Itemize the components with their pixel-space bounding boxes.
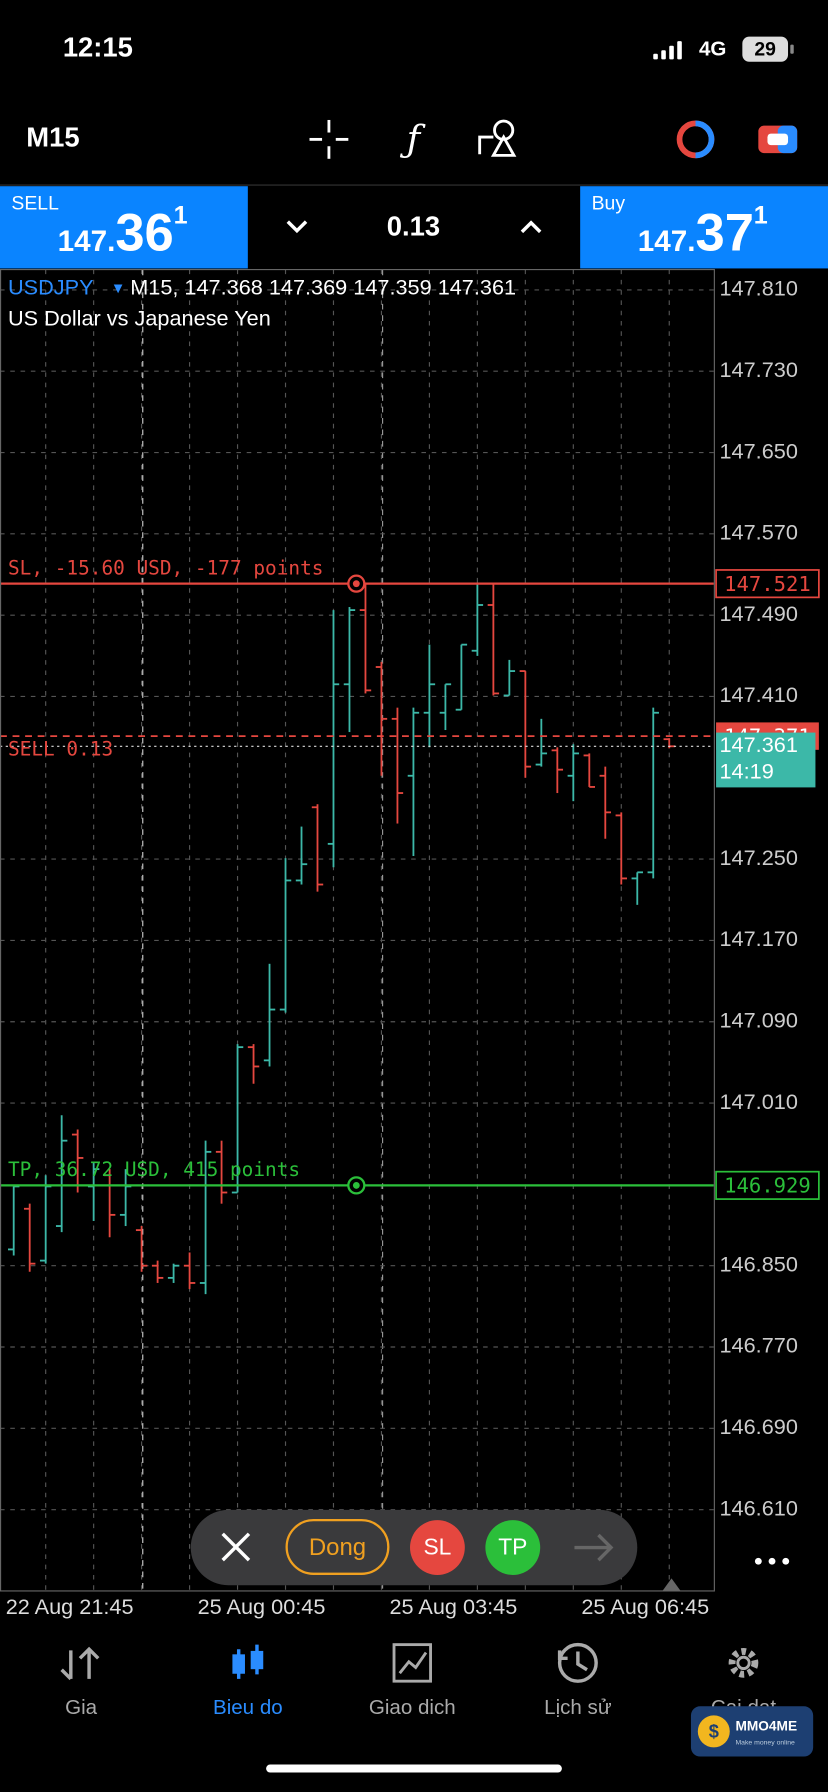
volume-down[interactable] xyxy=(286,220,308,234)
volume-up[interactable] xyxy=(520,220,542,234)
tab-label[interactable]: Giao dich xyxy=(369,1696,456,1719)
y-tick-label: 147.810 xyxy=(720,276,798,301)
level-handle-dot xyxy=(352,1181,360,1189)
y-tick-label: 146.610 xyxy=(720,1495,798,1520)
signal-icon xyxy=(653,41,682,60)
sl-button[interactable] xyxy=(410,1520,465,1575)
buy-price-main: 147. xyxy=(638,225,696,258)
chart xyxy=(0,289,714,1511)
x-tick-label: 25 Aug 00:45 xyxy=(198,1594,326,1619)
level-price-box xyxy=(715,569,820,599)
scroll-marker xyxy=(662,1578,681,1591)
trade-icon[interactable] xyxy=(676,120,715,159)
symbol[interactable]: USDJPY xyxy=(8,275,94,300)
sell-button[interactable] xyxy=(0,186,248,269)
close-position-button[interactable] xyxy=(285,1518,390,1575)
account-icon[interactable] xyxy=(758,125,798,154)
sell-label: SELL xyxy=(11,193,59,215)
level-text: SELL 0.13 xyxy=(8,737,113,760)
sell-price-big: 36 xyxy=(115,203,173,262)
y-tick-label: 147.250 xyxy=(720,845,798,870)
x-tick-label: 22 Aug 21:45 xyxy=(6,1594,134,1619)
y-tick-label: 147.730 xyxy=(720,357,798,382)
tp-button[interactable] xyxy=(485,1520,541,1575)
buy-price-big: 37 xyxy=(696,203,754,262)
watermark-tagline: Make money online xyxy=(735,1740,795,1747)
close-position-label: Dong xyxy=(309,1534,366,1561)
y-tick-label: 147.490 xyxy=(720,601,798,626)
level-handle-dot xyxy=(352,580,360,588)
x-tick-label: 25 Aug 06:45 xyxy=(581,1594,709,1619)
next-button[interactable] xyxy=(574,1533,614,1562)
status-network: 4G xyxy=(699,38,726,61)
tp-label: TP xyxy=(498,1534,527,1560)
sell-price-main: 147. xyxy=(58,225,116,258)
battery-icon xyxy=(742,36,789,62)
watermark-logo-sign: $ xyxy=(709,1720,719,1741)
status-time: 12:15 xyxy=(63,31,133,62)
level-text: SL, -15.60 USD, -177 points xyxy=(8,556,323,579)
level-price: 147.521 xyxy=(724,572,811,596)
y-tick-label: 146.770 xyxy=(720,1333,798,1358)
buy-label: Buy xyxy=(592,193,626,215)
volume[interactable]: 0.13 xyxy=(387,211,440,242)
watermark-name: MMO4ME xyxy=(735,1718,797,1733)
level-price-box xyxy=(715,1170,820,1200)
tab-label[interactable]: Bieu do xyxy=(213,1696,283,1719)
tab-label[interactable]: Lịch sử xyxy=(544,1696,612,1719)
level-price: 146.929 xyxy=(724,1174,811,1198)
bid-price-box xyxy=(716,732,816,788)
y-tick-label: 147.090 xyxy=(720,1007,798,1032)
status-battery: 29 xyxy=(754,38,776,60)
y-tick-label: 147.010 xyxy=(720,1089,798,1114)
watermark-logo xyxy=(697,1715,730,1748)
chart-frame xyxy=(0,269,715,1592)
bar-timer: 14:19 xyxy=(720,758,774,783)
tab-label[interactable]: Gia xyxy=(65,1696,98,1719)
crosshair-button[interactable] xyxy=(309,119,349,159)
more-button[interactable] xyxy=(754,1557,790,1565)
buy-price-sup: 1 xyxy=(754,202,768,230)
y-tick-label: 147.170 xyxy=(720,926,798,951)
y-tick-label: 147.570 xyxy=(720,520,798,545)
symbol-dropdown[interactable]: ▼ xyxy=(111,281,126,297)
y-tick-label: 146.690 xyxy=(720,1414,798,1439)
bid-price: 147.361 xyxy=(720,732,798,757)
close-toolbar-button[interactable] xyxy=(221,1532,251,1562)
objects-button[interactable] xyxy=(478,119,517,157)
y-tick-label: 147.410 xyxy=(720,682,798,707)
y-tick-label: 146.850 xyxy=(720,1251,798,1276)
ohlc-info: M15, 147.368 147.369 147.359 147.361 xyxy=(130,275,516,300)
battery-tip xyxy=(790,44,794,54)
timeframe-button[interactable]: M15 xyxy=(26,122,79,153)
buy-button[interactable] xyxy=(580,186,828,269)
sell-price-sup: 1 xyxy=(174,202,188,230)
y-tick-label: 147.650 xyxy=(720,438,798,463)
sl-label: SL xyxy=(423,1534,451,1560)
x-tick-label: 25 Aug 03:45 xyxy=(389,1594,517,1619)
level-text: TP, 36.72 USD, 415 points xyxy=(8,1158,300,1181)
home-indicator xyxy=(266,1764,562,1773)
tab-icons xyxy=(60,1642,759,1683)
vertical-grid xyxy=(45,269,670,1591)
symbol-description: US Dollar vs Japanese Yen xyxy=(8,306,271,331)
